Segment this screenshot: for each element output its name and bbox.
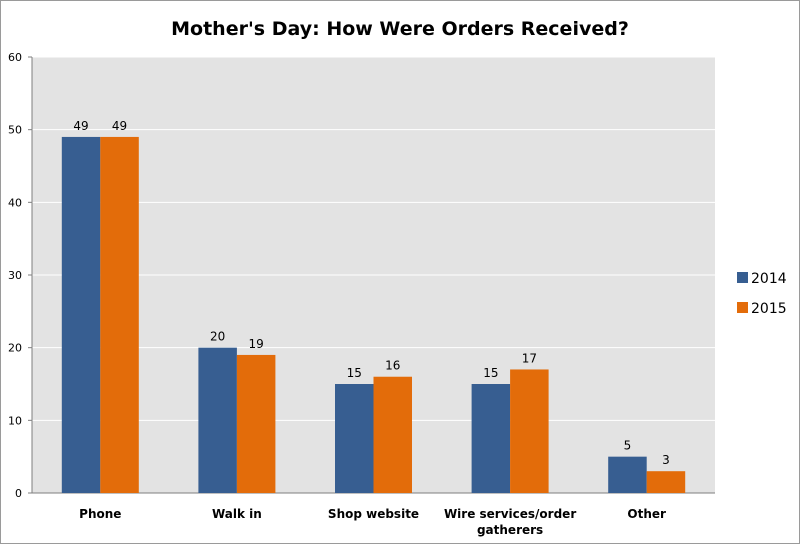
bar-2014 <box>198 347 237 493</box>
data-label: 5 <box>624 439 632 453</box>
category-label: Shop website <box>328 507 419 521</box>
category-label-line: gatherers <box>477 523 543 537</box>
data-label: 19 <box>249 337 264 351</box>
x-axis-categories: Phone Walk in Shop website Wire services/or… <box>79 507 666 537</box>
y-tick-label: 20 <box>8 342 22 355</box>
bars <box>61 136 686 493</box>
data-label: 17 <box>522 351 537 365</box>
y-tick-label: 30 <box>8 269 22 282</box>
bar-2014 <box>471 384 511 493</box>
bar-2014 <box>608 456 647 493</box>
category-label-line: Phone <box>79 507 121 521</box>
bar-2015 <box>646 471 686 493</box>
data-label: 20 <box>210 330 225 344</box>
y-axis: 0 10 20 30 40 50 60 <box>8 51 715 500</box>
category-label-line: Shop website <box>328 507 419 521</box>
category-label-line: Wire services/order <box>444 507 576 521</box>
data-label: 3 <box>662 453 670 467</box>
bar-2014 <box>335 384 374 493</box>
legend: 2014 2015 <box>737 271 787 317</box>
y-tick-label: 50 <box>8 124 22 137</box>
chart-title: Mother's Day: How Were Orders Received? <box>171 18 629 40</box>
legend-swatch-2015 <box>737 302 748 313</box>
category-label: Other <box>627 507 666 521</box>
y-tick-label: 60 <box>8 51 22 64</box>
bar-2015 <box>510 369 549 493</box>
bar-2015 <box>100 136 139 493</box>
data-label: 15 <box>347 366 362 380</box>
bar-2014 <box>61 136 101 493</box>
category-label-line: Walk in <box>212 507 262 521</box>
legend-label-2015: 2015 <box>751 301 787 317</box>
data-label: 49 <box>112 119 127 133</box>
category-label: Walk in <box>212 507 262 521</box>
data-label: 49 <box>73 119 88 133</box>
category-label-line: Other <box>627 507 666 521</box>
data-label: 16 <box>385 359 400 373</box>
legend-swatch-2014 <box>737 272 748 283</box>
y-tick-label: 0 <box>15 487 22 500</box>
y-tick-label: 10 <box>8 414 22 427</box>
category-label: Wire services/order gatherers <box>444 507 576 537</box>
gridlines <box>32 56 715 421</box>
y-tick-label: 40 <box>8 196 22 209</box>
data-labels: 49 49 20 19 15 16 15 17 5 3 <box>73 119 669 467</box>
data-label: 15 <box>483 366 498 380</box>
category-label: Phone <box>79 507 121 521</box>
legend-label-2014: 2014 <box>751 271 787 287</box>
bar-2015 <box>236 354 276 493</box>
bar-2015 <box>373 376 412 493</box>
